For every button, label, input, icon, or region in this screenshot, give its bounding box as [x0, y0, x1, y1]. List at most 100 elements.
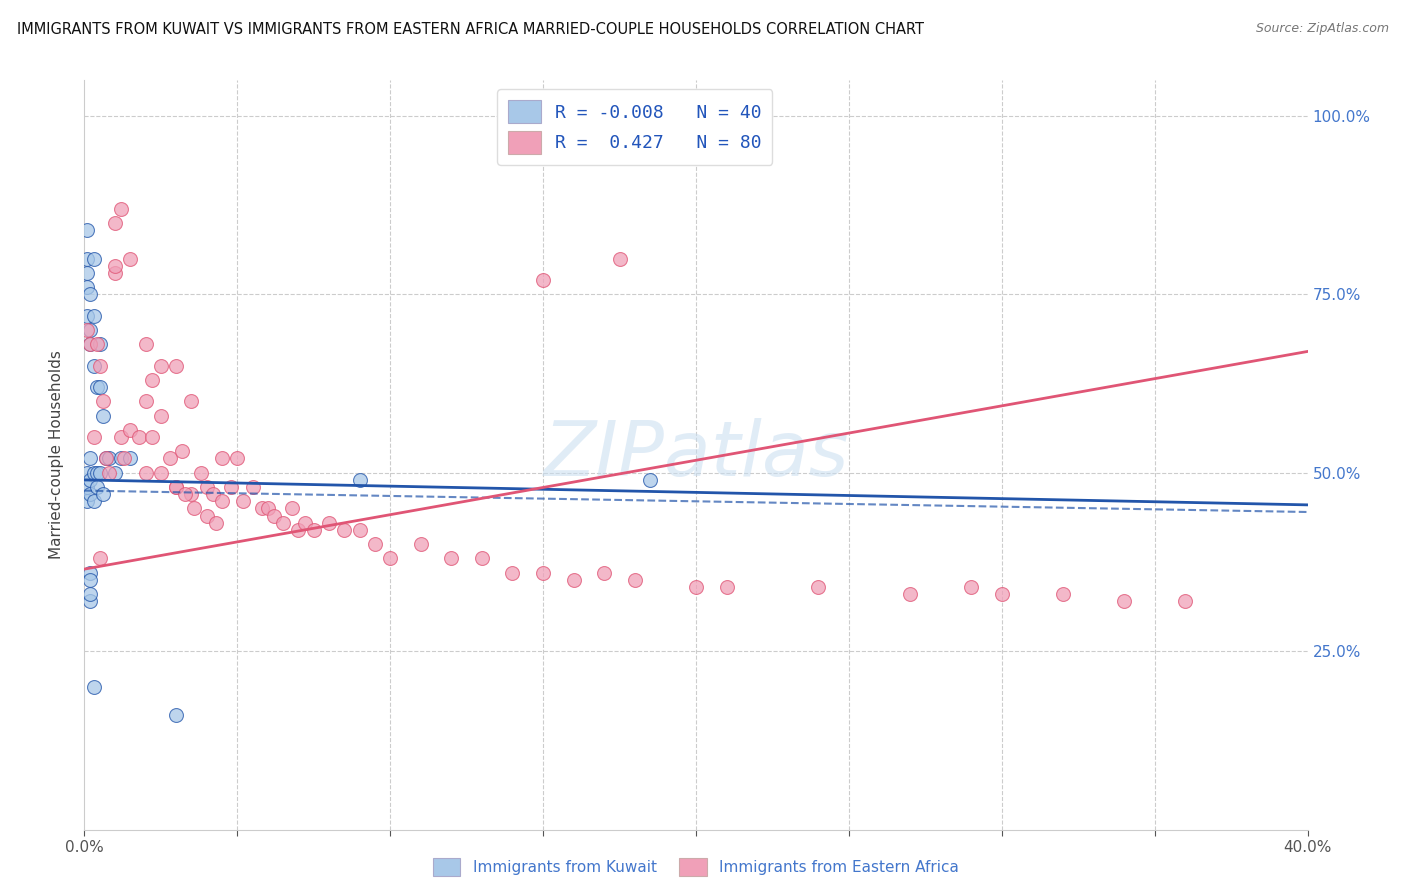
Point: [440, 551, 463, 566]
Point: [502, 566, 524, 580]
Point: [807, 580, 830, 594]
Point: [79, 287, 101, 301]
Point: [149, 359, 172, 373]
Point: [110, 451, 132, 466]
Point: [135, 337, 157, 351]
Point: [79, 337, 101, 351]
Point: [76, 223, 98, 237]
Point: [79, 337, 101, 351]
Point: [76, 252, 98, 266]
Point: [471, 551, 494, 566]
Point: [172, 444, 194, 458]
Point: [593, 566, 616, 580]
Point: [79, 323, 101, 337]
Point: [86, 480, 108, 494]
Point: [211, 494, 233, 508]
Point: [195, 480, 218, 494]
Point: [128, 430, 150, 444]
Point: [104, 216, 127, 230]
Point: [716, 580, 738, 594]
Point: [333, 523, 356, 537]
Point: [205, 516, 228, 530]
Point: [242, 480, 264, 494]
Point: [226, 451, 249, 466]
Point: [409, 537, 432, 551]
Point: [685, 580, 707, 594]
Point: [165, 480, 187, 494]
Point: [149, 409, 172, 423]
Point: [165, 359, 187, 373]
Point: [232, 494, 254, 508]
Point: [104, 466, 127, 480]
Point: [165, 708, 187, 723]
Point: [195, 508, 218, 523]
Point: [960, 580, 983, 594]
Point: [89, 551, 111, 566]
Point: [165, 480, 187, 494]
Point: [174, 487, 197, 501]
Point: [562, 573, 585, 587]
Point: [112, 451, 135, 466]
Point: [86, 337, 108, 351]
Point: [141, 373, 163, 387]
Point: [79, 487, 101, 501]
Point: [287, 523, 309, 537]
Point: [531, 273, 554, 287]
Point: [76, 280, 98, 294]
Point: [898, 587, 921, 601]
Point: [83, 359, 105, 373]
Point: [609, 252, 631, 266]
Point: [180, 394, 202, 409]
Text: IMMIGRANTS FROM KUWAIT VS IMMIGRANTS FROM EASTERN AFRICA MARRIED-COUPLE HOUSEHOL: IMMIGRANTS FROM KUWAIT VS IMMIGRANTS FRO…: [17, 22, 924, 37]
Point: [281, 501, 304, 516]
Point: [135, 466, 157, 480]
Point: [89, 359, 111, 373]
Point: [364, 537, 387, 551]
Point: [79, 587, 101, 601]
Point: [83, 494, 105, 508]
Point: [624, 573, 647, 587]
Point: [149, 466, 172, 480]
Point: [83, 466, 105, 480]
Point: [638, 473, 661, 487]
Point: [318, 516, 340, 530]
Point: [271, 516, 294, 530]
Point: [83, 309, 105, 323]
Point: [1052, 587, 1074, 601]
Point: [110, 430, 132, 444]
Point: [86, 380, 108, 394]
Point: [183, 501, 205, 516]
Point: [76, 266, 98, 280]
Point: [110, 202, 132, 216]
Point: [120, 451, 142, 466]
Point: [76, 480, 98, 494]
Point: [531, 566, 554, 580]
Point: [91, 487, 114, 501]
Point: [76, 323, 98, 337]
Point: [219, 480, 242, 494]
Point: [294, 516, 316, 530]
Point: [91, 409, 114, 423]
Point: [991, 587, 1014, 601]
Point: [79, 594, 101, 608]
Point: [104, 266, 127, 280]
Legend: Immigrants from Kuwait, Immigrants from Eastern Africa: Immigrants from Kuwait, Immigrants from …: [427, 852, 965, 882]
Point: [380, 551, 402, 566]
Point: [349, 473, 371, 487]
Point: [76, 466, 98, 480]
Y-axis label: Married-couple Households: Married-couple Households: [49, 351, 63, 559]
Point: [1174, 594, 1197, 608]
Point: [349, 523, 371, 537]
Point: [201, 487, 224, 501]
Point: [97, 451, 120, 466]
Point: [257, 501, 280, 516]
Point: [86, 466, 108, 480]
Text: Source: ZipAtlas.com: Source: ZipAtlas.com: [1256, 22, 1389, 36]
Point: [263, 508, 285, 523]
Point: [141, 430, 163, 444]
Point: [180, 487, 202, 501]
Point: [89, 380, 111, 394]
Point: [302, 523, 325, 537]
Point: [120, 252, 142, 266]
Point: [97, 466, 120, 480]
